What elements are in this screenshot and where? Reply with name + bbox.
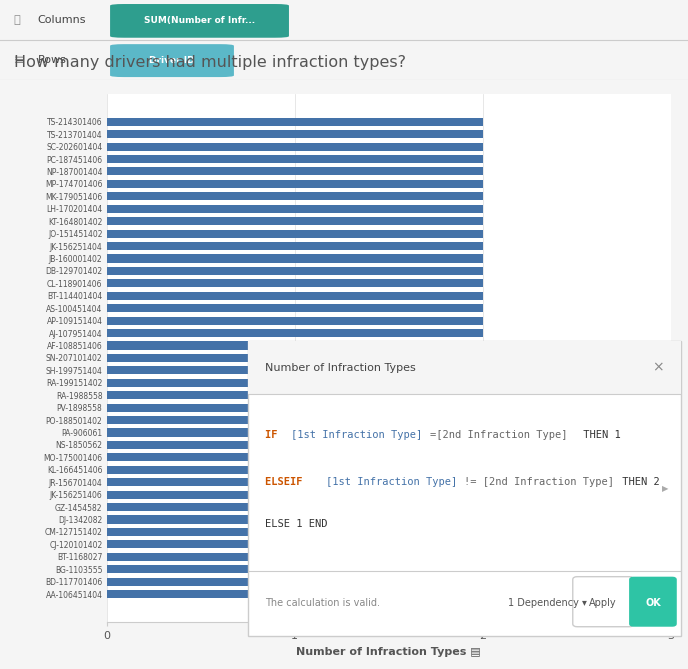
Text: ⠿: ⠿ <box>14 15 21 25</box>
Bar <box>107 180 483 188</box>
Bar <box>107 403 294 411</box>
Text: 1 Dependency ▾: 1 Dependency ▾ <box>508 598 587 608</box>
Bar <box>107 205 483 213</box>
Bar <box>107 553 294 561</box>
Bar <box>107 565 294 573</box>
Bar <box>107 503 294 511</box>
FancyBboxPatch shape <box>629 577 677 627</box>
Bar <box>107 354 361 362</box>
Text: [1st Infraction Type]: [1st Infraction Type] <box>291 430 422 440</box>
Bar <box>107 391 294 399</box>
Bar <box>107 590 294 598</box>
Bar <box>107 379 361 387</box>
Text: Apply: Apply <box>590 598 617 608</box>
Bar <box>107 490 294 498</box>
Text: Columns: Columns <box>38 15 86 25</box>
Text: != [2nd Infraction Type]: != [2nd Infraction Type] <box>464 478 614 488</box>
FancyBboxPatch shape <box>248 341 681 636</box>
Text: Driver ID: Driver ID <box>149 56 195 65</box>
FancyBboxPatch shape <box>110 44 234 77</box>
FancyBboxPatch shape <box>248 341 681 394</box>
Text: How many drivers had multiple infraction types?: How many drivers had multiple infraction… <box>14 56 406 70</box>
Bar <box>107 416 294 424</box>
Bar <box>107 267 483 275</box>
FancyBboxPatch shape <box>110 4 289 37</box>
Bar <box>107 577 294 586</box>
Bar <box>107 242 483 250</box>
Text: ≡: ≡ <box>14 54 24 67</box>
Bar <box>107 466 294 474</box>
Bar <box>107 441 294 449</box>
Bar <box>107 229 483 237</box>
Bar <box>107 428 294 437</box>
Text: Number of Infraction Types: Number of Infraction Types <box>265 363 416 373</box>
Text: OK: OK <box>645 598 660 608</box>
Bar <box>107 142 483 151</box>
Bar <box>107 478 294 486</box>
Text: SUM(Number of Infr...: SUM(Number of Infr... <box>144 15 255 25</box>
Text: ELSEIF: ELSEIF <box>265 478 309 488</box>
Bar <box>107 528 294 536</box>
Bar <box>107 292 483 300</box>
Bar <box>107 192 483 200</box>
Bar <box>107 341 483 349</box>
Text: Rows: Rows <box>38 56 67 65</box>
Bar <box>107 367 361 375</box>
Text: =[2nd Infraction Type]: =[2nd Infraction Type] <box>430 430 567 440</box>
Bar <box>107 118 483 126</box>
Text: ▶: ▶ <box>662 484 668 493</box>
Text: THEN 1: THEN 1 <box>577 430 621 440</box>
Bar <box>107 279 483 288</box>
Text: The calculation is valid.: The calculation is valid. <box>265 598 380 608</box>
Text: ×: × <box>652 361 664 375</box>
Bar <box>107 254 483 262</box>
Text: THEN 2: THEN 2 <box>616 478 660 488</box>
Text: [1st Infraction Type]: [1st Infraction Type] <box>325 478 457 488</box>
Bar <box>107 130 483 138</box>
FancyBboxPatch shape <box>572 577 634 627</box>
Bar <box>107 316 483 324</box>
Bar <box>107 516 294 524</box>
Bar <box>107 217 483 225</box>
Text: IF: IF <box>265 430 283 440</box>
Bar <box>107 167 483 175</box>
Bar <box>107 329 483 337</box>
X-axis label: Number of Infraction Types ▤: Number of Infraction Types ▤ <box>297 647 481 657</box>
Text: ELSE 1 END: ELSE 1 END <box>265 518 327 529</box>
Bar <box>107 541 294 549</box>
Bar <box>107 454 294 462</box>
Bar <box>107 155 483 163</box>
Bar <box>107 304 483 312</box>
